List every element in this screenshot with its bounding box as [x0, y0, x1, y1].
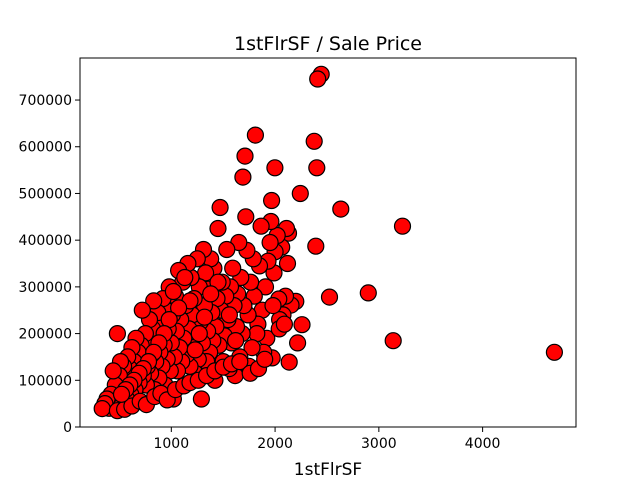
x-tick-label: 3000	[361, 436, 397, 452]
data-point-50	[237, 208, 255, 226]
data-point-210	[195, 308, 214, 326]
y-axis: 0 100000 200000 300000 400000 500000 600000 700…	[19, 93, 80, 436]
y-tick-label: 500000	[19, 186, 72, 202]
data-point-211	[190, 325, 208, 343]
x-tick-label: 4000	[465, 436, 501, 452]
data-point-67	[218, 240, 236, 259]
data-point-30	[263, 191, 281, 210]
data-point-45	[243, 339, 261, 357]
data-point-13	[289, 334, 307, 352]
data-point-11	[293, 316, 311, 334]
data-point-182	[93, 400, 111, 418]
data-point-148	[133, 301, 151, 319]
plot-frame	[79, 57, 577, 428]
data-point-172	[108, 325, 127, 343]
data-point-73	[211, 198, 229, 217]
data-point-212	[186, 341, 204, 359]
y-tick-label: 0	[63, 420, 72, 436]
data-point-9	[307, 237, 325, 255]
data-point-2	[384, 332, 402, 350]
data-point-206	[220, 306, 238, 324]
y-tick-label: 100000	[19, 373, 72, 389]
x-tick-label: 1000	[153, 436, 189, 452]
data-point-209	[202, 285, 220, 303]
data-point-5	[320, 288, 339, 306]
data-point-203	[264, 297, 282, 315]
data-point-3	[359, 284, 377, 302]
data-point-214	[176, 268, 194, 287]
data-point-216	[164, 282, 182, 301]
data-point-205	[275, 315, 293, 333]
data-point-75	[209, 219, 227, 238]
data-point-10	[305, 132, 323, 150]
data-point-7	[309, 70, 327, 88]
x-axis-label: 1stFlrSF	[294, 460, 362, 480]
data-point-0	[545, 343, 564, 361]
data-point-202	[256, 350, 274, 368]
chart-title: 1stFlrSF / Sale Price	[234, 33, 422, 55]
data-point-32	[261, 233, 279, 252]
data-points	[93, 65, 564, 420]
data-point-53	[234, 168, 252, 186]
data-point-137	[145, 292, 163, 310]
data-point-8	[308, 159, 326, 177]
data-point-51	[236, 147, 254, 165]
y-tick-label: 400000	[19, 233, 72, 249]
x-tick-label: 2000	[257, 436, 293, 452]
data-point-16	[280, 353, 298, 371]
data-point-38	[252, 217, 270, 235]
x-axis: 1000 2000 3000 4000	[153, 427, 500, 452]
y-tick-label: 300000	[19, 280, 72, 296]
data-point-176	[104, 362, 122, 380]
data-point-207	[227, 332, 245, 350]
data-point-42	[246, 126, 264, 144]
y-tick-label: 600000	[19, 140, 72, 156]
data-point-215	[170, 299, 188, 317]
data-point-91	[192, 390, 210, 408]
data-point-199	[231, 353, 249, 371]
data-point-62	[224, 259, 242, 277]
data-point-227	[112, 385, 131, 403]
data-point-18	[278, 254, 297, 273]
data-point-1	[393, 217, 412, 235]
y-tick-label: 200000	[19, 327, 72, 343]
y-tick-label: 700000	[19, 93, 72, 109]
data-point-4	[332, 200, 350, 218]
data-point-27	[266, 159, 284, 177]
data-point-12	[291, 184, 309, 203]
